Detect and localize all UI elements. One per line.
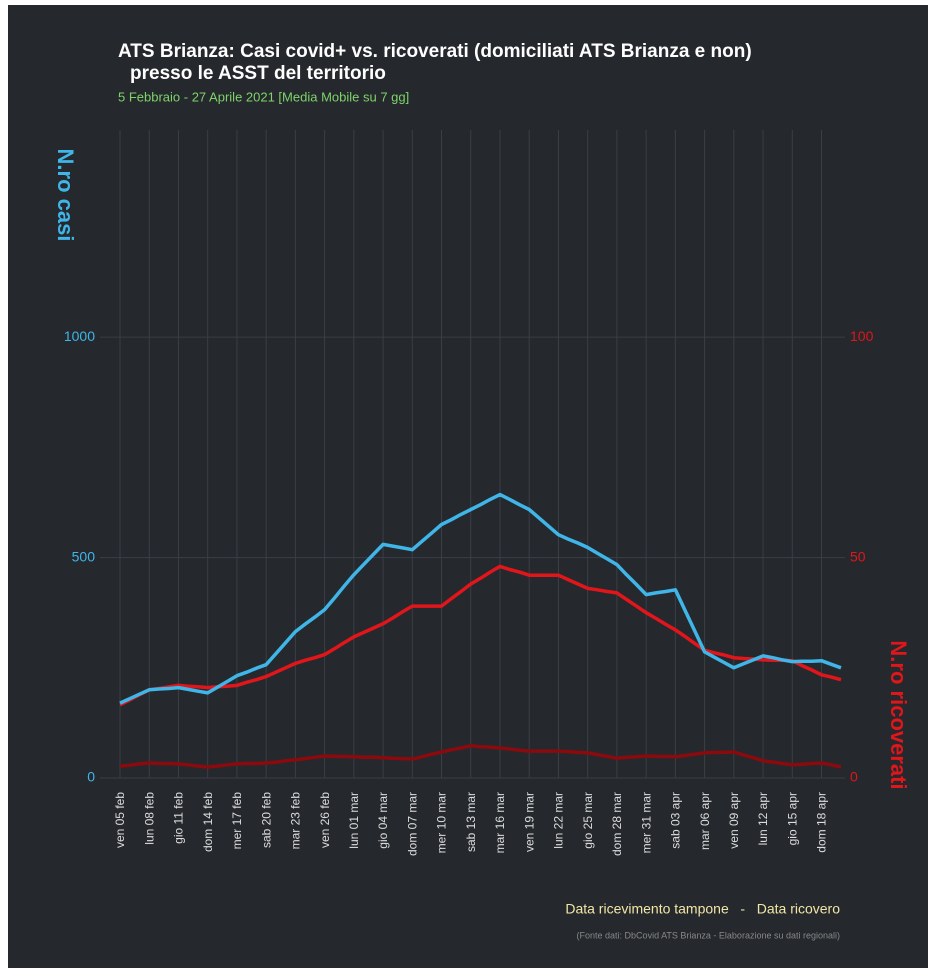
- x-tick-label: gio 15 apr: [785, 792, 799, 845]
- x-tick-label: lun 01 mar: [347, 792, 361, 849]
- x-axis-title: Data ricevimento tampone - Data ricovero: [565, 901, 840, 917]
- x-tick-label: mer 17 feb: [230, 792, 244, 850]
- y-tick-label: 0: [87, 769, 95, 785]
- series-line: [119, 492, 842, 705]
- x-tick-label: gio 25 mar: [581, 792, 595, 849]
- y-axis-title: N.ro casi: [53, 149, 78, 242]
- x-tick-label: sab 13 mar: [464, 792, 478, 852]
- x-tick-label: mar 06 apr: [698, 792, 712, 850]
- chart-subtitle: 5 Febbraio - 27 Aprile 2021 [Media Mobil…: [118, 89, 409, 104]
- source-note: (Fonte dati: DbCovid ATS Brianza - Elabo…: [577, 930, 840, 940]
- x-tick-label: lun 08 feb: [142, 792, 156, 845]
- x-tick-label: gio 11 feb: [172, 792, 186, 844]
- x-tick-label: ven 09 apr: [727, 792, 741, 849]
- x-tick-label: sab 03 apr: [669, 792, 683, 849]
- x-tick-label: dom 28 mar: [610, 792, 624, 856]
- x-tick-label: mar 16 mar: [493, 792, 507, 853]
- x-tick-label: dom 07 mar: [405, 792, 419, 856]
- y2-tick-label: 50: [850, 548, 866, 564]
- y-tick-label: 1000: [64, 328, 95, 344]
- x-tick-label: mar 23 feb: [289, 792, 303, 850]
- x-tick-label: lun 12 apr: [756, 792, 770, 845]
- y2-tick-label: 100: [850, 328, 874, 344]
- background: [8, 5, 928, 968]
- x-tick-label: lun 22 mar: [552, 792, 566, 849]
- series-line: [119, 744, 842, 769]
- x-tick-label: ven 26 feb: [318, 792, 332, 848]
- y2-tick-label: 0: [850, 769, 858, 785]
- x-tick-label: dom 14 feb: [201, 792, 215, 852]
- x-tick-label: mer 31 mar: [639, 792, 653, 853]
- x-tick-label: sab 20 feb: [259, 792, 273, 848]
- y-tick-label: 500: [72, 548, 96, 564]
- x-tick-label: mer 10 mar: [435, 792, 449, 853]
- chart-title: presso le ASST del territorio: [130, 63, 386, 84]
- series-line: [119, 564, 842, 707]
- x-tick-label: gio 04 mar: [376, 792, 390, 849]
- x-tick-label: dom 18 apr: [815, 792, 829, 853]
- chart-title: ATS Brianza: Casi covid+ vs. ricoverati …: [118, 41, 752, 62]
- y2-axis-title: N.ro ricoverati: [886, 640, 911, 789]
- x-tick-label: ven 05 feb: [113, 792, 127, 848]
- x-tick-label: ven 19 mar: [522, 792, 536, 852]
